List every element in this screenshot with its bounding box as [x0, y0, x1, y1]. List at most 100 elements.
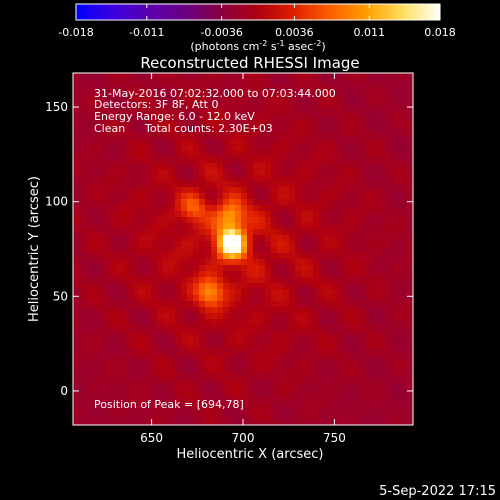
heatmap-cell	[307, 397, 314, 404]
heatmap-cell	[145, 241, 152, 248]
heatmap-cell	[301, 373, 308, 380]
heatmap-cell	[385, 229, 392, 236]
heatmap-cell	[313, 103, 320, 110]
heatmap-cell	[85, 331, 92, 338]
heatmap-cell	[271, 223, 278, 230]
heatmap-cell	[331, 277, 338, 284]
heatmap-cell	[289, 295, 296, 302]
heatmap-cell	[151, 121, 158, 128]
heatmap-cell	[253, 115, 260, 122]
heatmap-cell	[85, 259, 92, 266]
heatmap-cell	[109, 355, 116, 362]
heatmap-cell	[403, 295, 410, 302]
heatmap-cell	[331, 355, 338, 362]
heatmap-cell	[97, 397, 104, 404]
heatmap-cell	[241, 289, 248, 296]
heatmap-cell	[313, 115, 320, 122]
heatmap-cell	[331, 103, 338, 110]
heatmap-cell	[79, 79, 86, 86]
heatmap-cell	[145, 379, 152, 386]
heatmap-cell	[79, 289, 86, 296]
heatmap-cell	[115, 385, 122, 392]
heatmap-cell	[193, 145, 200, 152]
heatmap-cell	[115, 337, 122, 344]
heatmap-cell	[211, 319, 218, 326]
heatmap-cell	[187, 415, 194, 422]
heatmap-cell	[259, 409, 266, 416]
heatmap-cell	[283, 145, 290, 152]
heatmap-cell	[79, 373, 86, 380]
heatmap-cell	[157, 319, 164, 326]
heatmap-cell	[223, 121, 230, 128]
heatmap-cell	[379, 229, 386, 236]
heatmap-cell	[349, 283, 356, 290]
heatmap-cell	[175, 211, 182, 218]
heatmap-cell	[205, 211, 212, 218]
heatmap-cell	[289, 253, 296, 260]
heatmap-cell	[355, 163, 362, 170]
heatmap-cell	[313, 97, 320, 104]
heatmap-cell	[139, 259, 146, 266]
heatmap-cell	[319, 109, 326, 116]
heatmap-cell	[91, 91, 98, 98]
heatmap-cell	[169, 325, 176, 332]
heatmap-cell	[253, 181, 260, 188]
heatmap-cell	[157, 163, 164, 170]
heatmap-cell	[295, 157, 302, 164]
heatmap-cell	[235, 379, 242, 386]
heatmap-cell	[79, 409, 86, 416]
heatmap-cell	[319, 175, 326, 182]
heatmap-cell	[193, 139, 200, 146]
heatmap-cell	[325, 223, 332, 230]
heatmap-cell	[331, 385, 338, 392]
heatmap-cell	[403, 253, 410, 260]
heatmap-cell	[337, 199, 344, 206]
heatmap-cell	[331, 307, 338, 314]
heatmap-cell	[409, 199, 413, 206]
heatmap-cell	[73, 331, 80, 338]
heatmap-cell	[331, 259, 338, 266]
heatmap-cell	[85, 277, 92, 284]
heatmap-cell	[379, 301, 386, 308]
heatmap-cell	[355, 403, 362, 410]
heatmap-cell	[259, 391, 266, 398]
heatmap-cell	[301, 145, 308, 152]
heatmap-cell	[157, 109, 164, 116]
heatmap-cell	[283, 97, 290, 104]
heatmap-cell	[229, 241, 236, 248]
heatmap-cell	[259, 187, 266, 194]
heatmap-cell	[223, 151, 230, 158]
heatmap-cell	[307, 391, 314, 398]
heatmap-cell	[403, 319, 410, 326]
heatmap-cell	[109, 349, 116, 356]
heatmap-cell	[355, 367, 362, 374]
heatmap-cell	[169, 235, 176, 242]
heatmap-cell	[385, 259, 392, 266]
heatmap-cell	[391, 223, 398, 230]
heatmap-cell	[127, 115, 134, 122]
heatmap-cell	[103, 169, 110, 176]
heatmap-cell	[331, 235, 338, 242]
heatmap-cell	[247, 235, 254, 242]
heatmap-cell	[217, 205, 224, 212]
heatmap-cell	[379, 193, 386, 200]
heatmap-cell	[163, 205, 170, 212]
heatmap-cell	[283, 169, 290, 176]
heatmap-cell	[181, 193, 188, 200]
heatmap-cell	[91, 295, 98, 302]
heatmap-cell	[241, 157, 248, 164]
heatmap-cell	[163, 121, 170, 128]
heatmap-cell	[139, 115, 146, 122]
heatmap-cell	[199, 343, 206, 350]
heatmap-cell	[115, 259, 122, 266]
heatmap-cell	[271, 403, 278, 410]
heatmap-cell	[289, 223, 296, 230]
heatmap-cell	[283, 403, 290, 410]
heatmap-cell	[97, 211, 104, 218]
heatmap-cell	[373, 283, 380, 290]
heatmap-cell	[115, 295, 122, 302]
heatmap-cell	[205, 289, 212, 296]
heatmap-cell	[169, 175, 176, 182]
heatmap-cell	[313, 241, 320, 248]
heatmap-cell	[385, 139, 392, 146]
